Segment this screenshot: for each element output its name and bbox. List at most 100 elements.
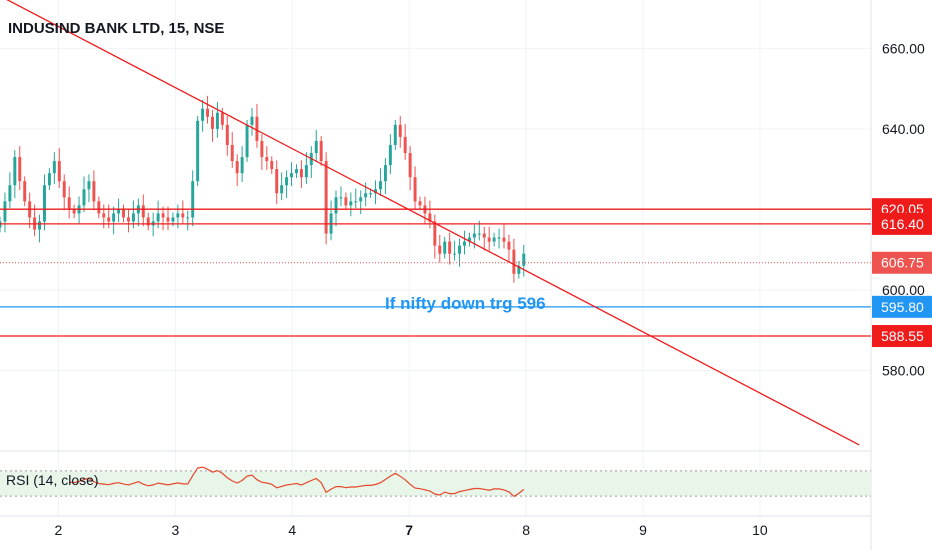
annotation-text: If nifty down trg 596	[385, 294, 546, 313]
candle-body	[364, 193, 368, 198]
candle-body	[156, 213, 160, 222]
candle-body	[82, 189, 86, 206]
candle-body	[245, 124, 249, 158]
candle-body	[349, 201, 353, 206]
date-tick-label: 10	[752, 522, 768, 538]
candle-body	[324, 161, 328, 234]
candle-body	[270, 161, 274, 170]
candle-body	[275, 169, 279, 194]
candle-body	[428, 213, 432, 222]
candle-body	[487, 237, 491, 242]
candle-body	[107, 217, 111, 222]
candle-body	[339, 197, 343, 199]
candle-body	[507, 241, 511, 250]
candle-body	[398, 124, 402, 137]
candle-body	[299, 169, 303, 178]
candle-body	[314, 140, 318, 154]
candle-body	[87, 181, 91, 190]
candle-body	[225, 124, 229, 145]
date-tick-label: 3	[171, 522, 179, 538]
candle-body	[472, 233, 476, 238]
candle-body	[191, 181, 195, 218]
price-tag	[872, 212, 932, 235]
candle-body	[141, 205, 145, 218]
candle-body	[304, 165, 308, 178]
date-tick-label: 4	[288, 522, 296, 538]
candle-body	[280, 185, 284, 194]
candle-body	[38, 221, 42, 230]
candle-body	[497, 237, 501, 239]
horizontal-levels[interactable]	[0, 208, 871, 337]
candle-body	[181, 213, 185, 218]
candle-body	[403, 136, 407, 154]
candle-body	[8, 185, 12, 202]
candle-body	[334, 197, 338, 214]
price-tag	[872, 325, 932, 348]
candle-body	[240, 157, 244, 174]
candle-body	[72, 209, 76, 214]
price-tag-label: 616.40	[881, 216, 924, 232]
candle-body	[319, 140, 323, 162]
candle-body	[443, 241, 447, 254]
candle-body	[418, 201, 422, 206]
candle-body	[196, 120, 200, 182]
candle-body	[260, 140, 264, 158]
candle-body	[388, 144, 392, 166]
candle-body	[122, 209, 126, 218]
candle-body	[369, 193, 373, 195]
candle-body	[186, 217, 190, 219]
candle-body	[408, 153, 412, 178]
candle-body	[235, 161, 239, 174]
candle-body	[294, 169, 298, 174]
candle-body	[126, 217, 130, 222]
candle-body	[117, 209, 121, 214]
candle-body	[62, 181, 66, 198]
candle-body	[255, 116, 259, 141]
candle-body	[467, 237, 471, 242]
candle-body	[176, 213, 180, 218]
date-tick-label: 7	[405, 522, 413, 538]
candle-body	[97, 201, 101, 214]
candle-body	[438, 245, 442, 254]
candle-body	[462, 241, 466, 246]
candle-body	[18, 157, 22, 182]
candle-body	[453, 253, 457, 255]
trendline-group[interactable]	[0, 0, 860, 446]
candle-body	[112, 213, 116, 222]
trendline[interactable]	[0, 0, 860, 446]
candle-body	[220, 112, 224, 125]
candle-body	[210, 116, 214, 129]
candle-body	[482, 233, 486, 238]
candle-body	[517, 265, 521, 274]
chart-title: INDUSIND BANK LTD, 15, NSE	[8, 20, 225, 37]
price-tick-label: 600.00	[882, 282, 925, 298]
candle-body	[230, 144, 234, 162]
date-tick-label: 8	[522, 522, 530, 538]
price-tag-label: 595.80	[881, 299, 924, 315]
candle-body	[146, 217, 150, 226]
candle-body	[393, 124, 397, 145]
price-tag-label: 606.75	[881, 255, 924, 271]
candle-body	[250, 116, 254, 125]
candle-body	[206, 108, 210, 117]
price-tick-label: 580.00	[882, 362, 925, 378]
candle-body	[448, 241, 452, 254]
rsi-band	[0, 470, 871, 497]
candle-body	[13, 157, 17, 186]
rsi-line	[69, 466, 525, 498]
candle-body	[290, 173, 294, 178]
candle-body	[374, 189, 378, 194]
price-tick-label: 660.00	[882, 40, 925, 56]
candle-body	[42, 185, 46, 222]
date-axis[interactable]: 2 3 4 7 8 9 10	[55, 522, 768, 538]
candle-body	[102, 213, 106, 218]
candle-body	[166, 217, 170, 222]
candle-body	[215, 112, 219, 129]
candle-body	[201, 108, 205, 121]
candle-body	[458, 245, 462, 254]
rsi-label: RSI (14, close)	[6, 472, 99, 488]
price-tag	[872, 295, 932, 318]
candle-body	[359, 197, 363, 202]
